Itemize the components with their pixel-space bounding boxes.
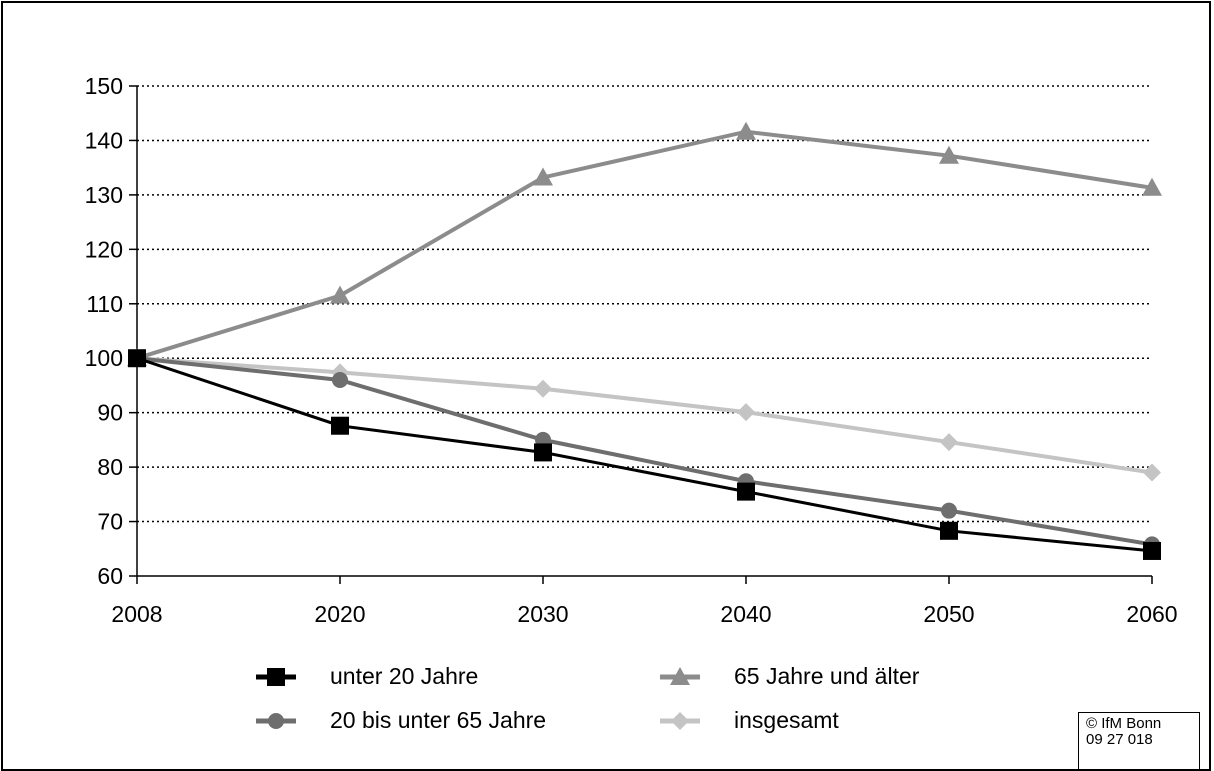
y-tick-label-120: 120 [85, 236, 123, 262]
copyright-line-1: © IfM Bonn [1086, 715, 1162, 732]
axes: 60 70 80 90 100 110 120 130 140 150 2008 2020 2030 20… [85, 73, 1178, 627]
legend-item-diamond: insgesamt [660, 707, 839, 733]
data-point-triangle-2030 [533, 167, 553, 186]
y-tick-label-100: 100 [85, 345, 123, 371]
data-point-diamond-2030 [534, 379, 552, 398]
y-tick-label-130: 130 [85, 182, 123, 208]
y-tick-label-140: 140 [85, 127, 123, 153]
x-tick-label-2040: 2040 [720, 601, 771, 627]
data-point-square-2008 [128, 349, 146, 368]
y-tick-label-60: 60 [97, 563, 123, 589]
x-tick-label-2030: 2030 [517, 601, 568, 627]
legend-label-diamond: insgesamt [734, 707, 839, 733]
y-tick-label-80: 80 [97, 454, 123, 480]
data-point-diamond-2040 [737, 403, 755, 422]
data-point-diamond-2060 [1143, 463, 1161, 482]
data-point-triangle-2040 [736, 121, 756, 140]
legend-label-square: unter 20 Jahre [330, 663, 478, 689]
legend-swatch-marker-triangle [670, 667, 690, 685]
x-tick-label-2050: 2050 [923, 601, 974, 627]
legend-swatch-marker-circle [268, 713, 284, 729]
y-tick-label-110: 110 [86, 291, 123, 317]
series [127, 121, 1162, 560]
data-point-circle-2050 [941, 502, 957, 519]
legend-swatch-marker-square [267, 668, 285, 686]
y-tick-label-90: 90 [97, 400, 123, 426]
y-tick-label-70: 70 [97, 509, 123, 535]
legend-item-square: unter 20 Jahre [256, 663, 478, 689]
x-tick-label-2060: 2060 [1126, 601, 1177, 627]
legend-item-circle: 20 bis unter 65 Jahre [256, 707, 546, 733]
data-point-square-2030 [534, 443, 552, 462]
legend: unter 20 Jahre 65 Jahre und älter 20 bis u… [256, 663, 920, 733]
series-triangle [127, 121, 1162, 367]
data-point-square-2040 [737, 482, 755, 501]
legend-swatch-marker-diamond [671, 712, 689, 730]
data-point-square-2050 [940, 521, 958, 540]
legend-item-triangle: 65 Jahre und älter [660, 663, 920, 689]
copyright-box: © IfM Bonn 09 27 018 [1078, 712, 1200, 770]
series-line-diamond [136, 356, 1153, 475]
series-line-square [136, 356, 1153, 553]
data-point-square-2020 [331, 416, 349, 435]
legend-label-circle: 20 bis unter 65 Jahre [330, 707, 546, 733]
gridlines [137, 85, 1152, 523]
legend-label-triangle: 65 Jahre und älter [734, 663, 920, 689]
data-point-triangle-2050 [939, 145, 959, 164]
data-point-triangle-2060 [1142, 177, 1162, 196]
series-square [128, 349, 1161, 560]
data-point-square-2060 [1143, 541, 1161, 560]
data-point-diamond-2050 [940, 433, 958, 452]
copyright-line-2: 09 27 018 [1086, 731, 1153, 748]
series-line-circle [136, 356, 1153, 547]
data-point-circle-2020 [332, 372, 348, 388]
y-tick-label-150: 150 [85, 73, 123, 99]
data-point-triangle-2020 [330, 285, 350, 304]
x-tick-label-2020: 2020 [314, 601, 365, 627]
x-tick-label-2008: 2008 [111, 601, 162, 627]
series-line-triangle [136, 129, 1153, 361]
